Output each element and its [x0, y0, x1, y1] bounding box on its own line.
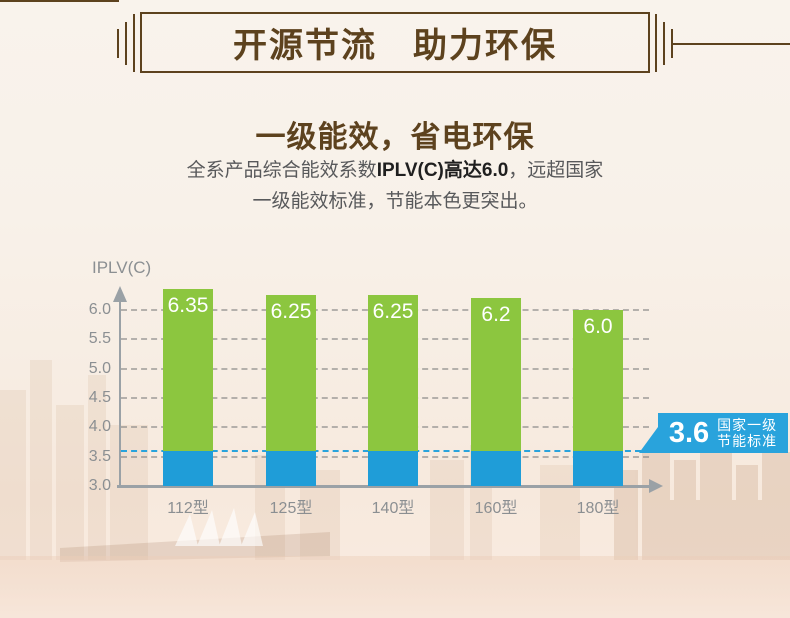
threshold-label-line2: 节能标准 [717, 433, 778, 449]
bar-segment-below-threshold [163, 451, 213, 486]
x-tick-label: 180型 [576, 500, 620, 517]
intro-text-run: ，远超国家 [508, 160, 604, 181]
header-ornament-bar-right [663, 22, 665, 65]
y-tick-label: 3.5 [88, 448, 111, 465]
intro-text-line2: 一级能效标准，节能本色更突出。 [252, 191, 538, 212]
header-ornament-bar-left-tall [133, 14, 135, 72]
threshold-label-line1: 国家一级 [717, 417, 778, 433]
bar-value-label: 6.35 [167, 294, 209, 317]
bar-segment-above-threshold [368, 295, 418, 451]
intro-text-bold: IPLV(C)高达6.0 [376, 160, 509, 181]
y-axis-line [119, 300, 121, 486]
bar-value-label: 6.0 [583, 315, 613, 338]
threshold-badge: 3.6 国家一级 节能标准 [639, 413, 788, 453]
x-tick-label: 160型 [474, 500, 518, 517]
bar-segment-below-threshold [573, 451, 623, 486]
bar-segment-below-threshold [368, 451, 418, 486]
bar-value-label: 6.25 [372, 300, 414, 323]
bar-segment-above-threshold [266, 295, 316, 451]
x-tick-label: 125型 [269, 500, 313, 517]
intro-text: 全系产品综合能效系数IPLV(C)高达6.0，远超国家一级能效标准，节能本色更突… [0, 155, 790, 217]
bar-segment-above-threshold [163, 289, 213, 451]
header-ornament-line-right [671, 43, 790, 45]
intro-text-run: 全系产品综合能效系数 [186, 160, 377, 181]
bar-value-label: 6.25 [270, 300, 312, 323]
x-axis-line [117, 485, 650, 488]
threshold-value: 3.6 [668, 416, 710, 449]
bar-value-label: 6.2 [481, 303, 511, 326]
bar-segment-below-threshold [471, 451, 521, 486]
y-tick-label: 4.0 [88, 418, 111, 435]
y-axis-arrow-icon [113, 286, 127, 302]
bar-segment-above-threshold [471, 298, 521, 451]
bar-segment-above-threshold [573, 310, 623, 451]
title-box: 开源节流 助力环保 [140, 12, 650, 73]
page-title: 开源节流 助力环保 [233, 27, 557, 65]
header-ornament-bar-right-tall [655, 14, 657, 72]
y-tick-label: 3.0 [88, 477, 111, 494]
x-axis-arrow-icon [649, 479, 663, 493]
threshold-label: 国家一级 节能标准 [717, 417, 777, 449]
section-subtitle: 一级能效，省电环保 [255, 121, 535, 154]
y-tick-label: 4.5 [88, 389, 111, 406]
header-ornament-line-left [0, 0, 119, 2]
x-tick-label: 112型 [167, 500, 209, 517]
y-tick-label: 5.0 [88, 360, 111, 377]
header-ornament-tick-left [117, 29, 119, 58]
bar-segment-below-threshold [266, 451, 316, 486]
badge-tail-pointer-icon [639, 427, 658, 453]
y-tick-label: 5.5 [88, 330, 111, 347]
y-tick-label: 6.0 [88, 301, 111, 318]
x-tick-label: 140型 [371, 500, 415, 517]
y-axis-title: IPLV(C) [92, 258, 152, 277]
header-ornament-bar-left [125, 22, 127, 65]
